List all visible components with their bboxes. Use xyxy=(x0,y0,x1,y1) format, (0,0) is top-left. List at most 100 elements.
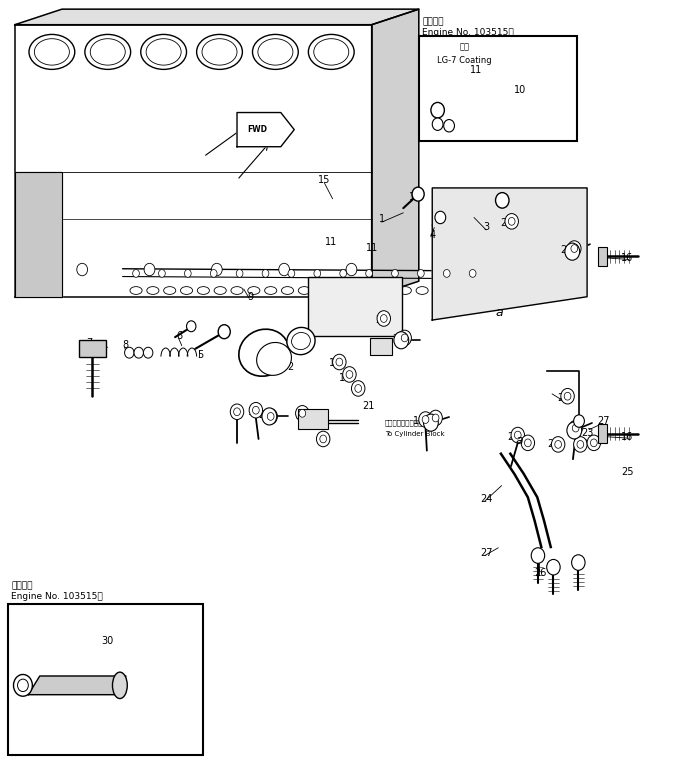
Circle shape xyxy=(574,415,584,427)
Text: 24: 24 xyxy=(480,494,492,504)
Circle shape xyxy=(571,245,578,253)
Circle shape xyxy=(187,321,196,332)
Circle shape xyxy=(18,679,28,692)
Text: 30: 30 xyxy=(101,636,114,647)
Ellipse shape xyxy=(112,672,127,699)
Text: 30: 30 xyxy=(93,672,105,682)
Circle shape xyxy=(212,264,222,276)
Text: 22: 22 xyxy=(557,393,570,402)
Circle shape xyxy=(422,416,429,424)
Ellipse shape xyxy=(308,34,354,69)
Ellipse shape xyxy=(146,39,181,65)
Circle shape xyxy=(253,406,259,414)
Ellipse shape xyxy=(400,286,412,294)
Ellipse shape xyxy=(383,286,395,294)
Circle shape xyxy=(496,193,509,208)
Bar xyxy=(308,277,402,335)
Polygon shape xyxy=(432,188,587,320)
Polygon shape xyxy=(372,9,419,296)
Circle shape xyxy=(262,408,276,425)
Ellipse shape xyxy=(366,286,378,294)
Ellipse shape xyxy=(180,286,193,294)
Text: 21: 21 xyxy=(362,401,375,410)
Circle shape xyxy=(574,437,587,452)
Text: 12: 12 xyxy=(352,385,364,395)
Circle shape xyxy=(572,555,585,570)
Circle shape xyxy=(77,264,88,276)
Circle shape xyxy=(333,354,346,370)
Text: 10: 10 xyxy=(514,85,526,94)
Ellipse shape xyxy=(281,286,293,294)
Ellipse shape xyxy=(315,286,327,294)
Text: 28: 28 xyxy=(295,410,307,420)
Circle shape xyxy=(432,414,439,422)
Text: 20: 20 xyxy=(419,416,432,426)
Ellipse shape xyxy=(253,34,298,69)
Ellipse shape xyxy=(34,39,70,65)
Ellipse shape xyxy=(130,286,142,294)
Circle shape xyxy=(218,324,231,339)
Circle shape xyxy=(343,367,356,382)
Text: 23: 23 xyxy=(581,427,594,438)
Circle shape xyxy=(394,332,409,349)
Text: 21: 21 xyxy=(507,431,519,441)
Ellipse shape xyxy=(214,286,226,294)
Circle shape xyxy=(391,270,398,278)
Text: 5: 5 xyxy=(197,350,203,360)
Circle shape xyxy=(320,435,327,443)
Text: 29: 29 xyxy=(318,435,331,445)
Bar xyxy=(370,338,392,355)
Text: a: a xyxy=(516,434,524,447)
Text: 6: 6 xyxy=(176,331,183,341)
Ellipse shape xyxy=(298,286,310,294)
Text: 18: 18 xyxy=(379,339,391,349)
Circle shape xyxy=(231,404,244,420)
Text: To Cylinder Block: To Cylinder Block xyxy=(385,431,445,437)
Text: 19: 19 xyxy=(412,416,425,426)
Text: 適用号機: 適用号機 xyxy=(422,17,443,26)
Ellipse shape xyxy=(258,39,293,65)
Text: 21: 21 xyxy=(376,315,388,325)
Text: 9: 9 xyxy=(247,292,254,302)
Bar xyxy=(297,410,328,429)
Bar xyxy=(8,604,203,755)
Circle shape xyxy=(143,347,153,358)
Text: Engine No. 103515～: Engine No. 103515～ xyxy=(11,592,103,601)
Ellipse shape xyxy=(416,286,428,294)
Text: FWD: FWD xyxy=(247,125,267,134)
Circle shape xyxy=(402,334,408,342)
Circle shape xyxy=(295,406,309,421)
Polygon shape xyxy=(237,112,294,147)
Circle shape xyxy=(508,218,515,225)
Ellipse shape xyxy=(264,286,276,294)
Text: 21: 21 xyxy=(500,218,512,228)
Text: 25: 25 xyxy=(621,466,633,477)
Circle shape xyxy=(565,243,580,261)
Circle shape xyxy=(561,388,575,404)
Text: 21: 21 xyxy=(231,408,243,418)
Text: 27: 27 xyxy=(598,416,610,426)
Ellipse shape xyxy=(332,286,344,294)
Circle shape xyxy=(185,270,191,278)
Circle shape xyxy=(521,435,535,451)
Circle shape xyxy=(340,270,347,278)
Text: 20: 20 xyxy=(567,424,580,434)
Text: 17: 17 xyxy=(247,406,260,417)
Circle shape xyxy=(381,314,387,322)
Circle shape xyxy=(288,270,295,278)
Circle shape xyxy=(412,187,424,201)
Text: シリンダブロックへ: シリンダブロックへ xyxy=(385,420,423,426)
Text: 16: 16 xyxy=(621,431,633,441)
Circle shape xyxy=(431,102,444,118)
Circle shape xyxy=(469,270,476,278)
Circle shape xyxy=(377,310,391,326)
Circle shape xyxy=(236,270,243,278)
Text: 4: 4 xyxy=(429,229,435,239)
Text: Engine No. 103515～: Engine No. 103515～ xyxy=(422,28,514,37)
Ellipse shape xyxy=(349,286,361,294)
Circle shape xyxy=(210,270,217,278)
Ellipse shape xyxy=(314,39,349,65)
Bar xyxy=(598,424,607,443)
Ellipse shape xyxy=(197,34,243,69)
Circle shape xyxy=(299,410,306,417)
